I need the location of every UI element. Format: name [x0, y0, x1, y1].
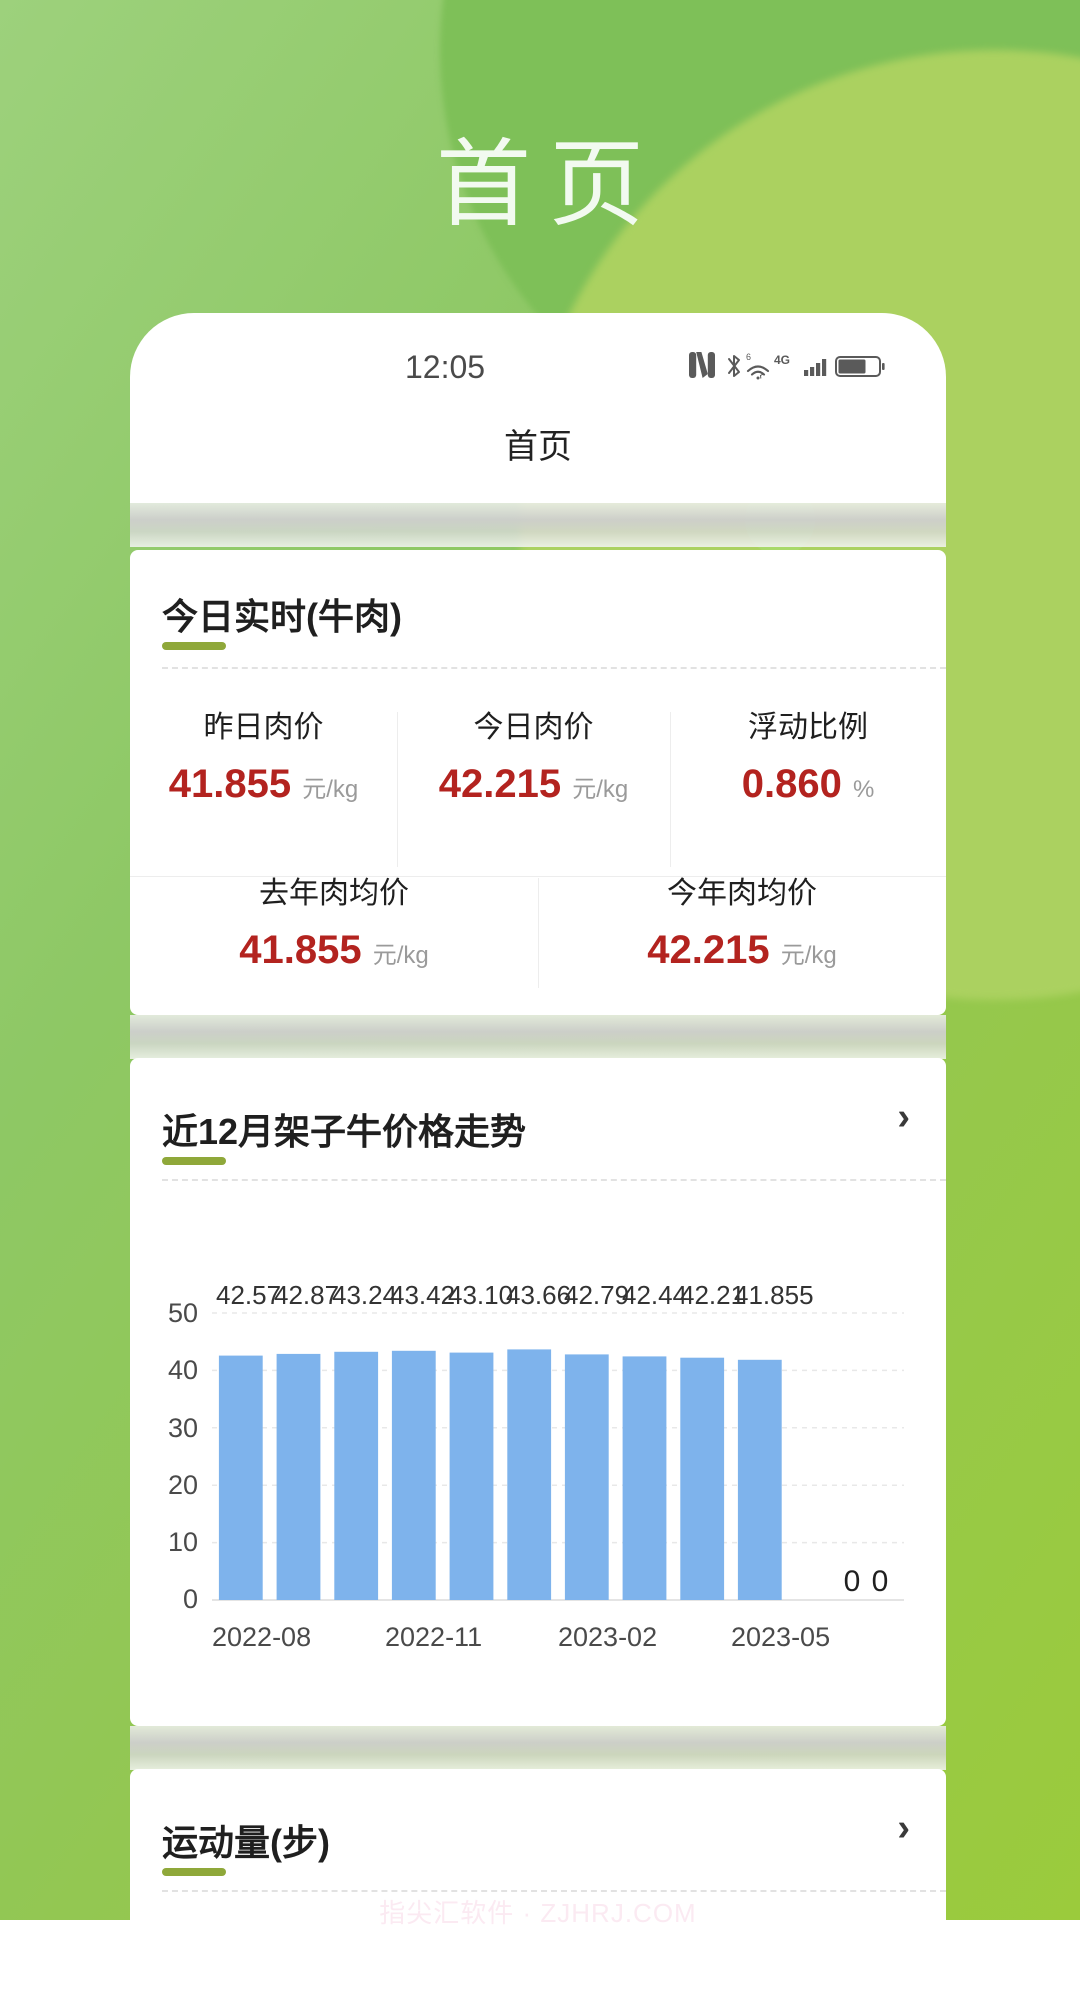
svg-text:0: 0 — [844, 1565, 861, 1598]
svg-text:20: 20 — [168, 1470, 198, 1500]
svg-text:2022-11: 2022-11 — [385, 1622, 482, 1652]
svg-text:2023-05: 2023-05 — [731, 1622, 830, 1652]
svg-text:30: 30 — [168, 1413, 198, 1443]
svg-text:41.855: 41.855 — [734, 1280, 814, 1310]
svg-text:10: 10 — [168, 1527, 198, 1557]
svg-text:43.66: 43.66 — [506, 1280, 571, 1310]
svg-text:0: 0 — [872, 1565, 889, 1598]
svg-text:42.44: 42.44 — [622, 1280, 687, 1310]
svg-text:42.57: 42.57 — [216, 1280, 281, 1310]
svg-text:4G: 4G — [774, 353, 790, 367]
svg-text:43.42: 43.42 — [390, 1280, 455, 1310]
svg-text:43.24: 43.24 — [332, 1280, 397, 1310]
svg-text:43.10: 43.10 — [448, 1280, 513, 1310]
svg-text:6: 6 — [746, 352, 751, 362]
svg-text:42.87: 42.87 — [274, 1280, 339, 1310]
svg-text:42.79: 42.79 — [564, 1280, 629, 1310]
svg-text:0: 0 — [183, 1584, 198, 1614]
svg-text:40: 40 — [168, 1355, 198, 1385]
svg-text:50: 50 — [168, 1298, 198, 1328]
svg-text:2022-08: 2022-08 — [212, 1622, 311, 1652]
svg-text:2023-02: 2023-02 — [558, 1622, 657, 1652]
